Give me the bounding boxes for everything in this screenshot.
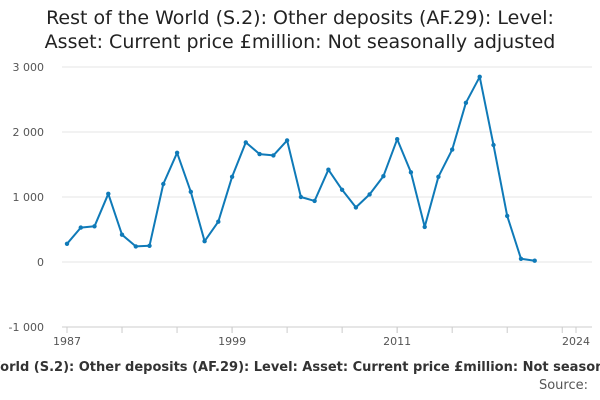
data-point[interactable] bbox=[161, 181, 166, 187]
data-point[interactable] bbox=[202, 239, 207, 244]
data-point[interactable] bbox=[532, 258, 537, 263]
data-point[interactable] bbox=[518, 256, 524, 261]
y-tick-label: 0 bbox=[37, 256, 44, 269]
y-tick-label: -1 000 bbox=[9, 321, 44, 334]
source-label: Source: bbox=[538, 378, 588, 393]
data-point[interactable] bbox=[463, 100, 469, 106]
chart-caption: Rest of the World (S.2): Other deposits … bbox=[0, 360, 600, 400]
data-point[interactable] bbox=[257, 151, 262, 157]
x-axis: 1987 1999 2011 2024 bbox=[53, 326, 592, 348]
data-point[interactable] bbox=[119, 232, 125, 237]
chart-title-line-1: Rest of the World (S.2): Other deposits … bbox=[46, 7, 554, 29]
data-point[interactable] bbox=[353, 205, 359, 210]
caption-text: Rest of the World (S.2): Other deposits … bbox=[0, 360, 600, 375]
data-point[interactable] bbox=[92, 224, 97, 229]
data-point[interactable] bbox=[491, 142, 496, 148]
data-point[interactable] bbox=[188, 189, 193, 194]
data-point[interactable] bbox=[450, 147, 455, 152]
data-point[interactable] bbox=[271, 153, 276, 158]
data-point[interactable] bbox=[367, 192, 372, 197]
y-tick-label: 1 000 bbox=[13, 191, 45, 204]
data-point[interactable] bbox=[133, 244, 138, 249]
data-point[interactable] bbox=[505, 213, 510, 219]
chart-title: Rest of the World (S.2): Other deposits … bbox=[0, 6, 600, 54]
data-point[interactable] bbox=[326, 167, 331, 172]
data-point[interactable] bbox=[174, 150, 180, 155]
x-tick-label: 2011 bbox=[383, 335, 411, 348]
data-point[interactable] bbox=[422, 224, 427, 230]
chart-title-line-2: Asset: Current price £million: Not seaso… bbox=[44, 31, 556, 53]
y-tick-label: 3 000 bbox=[13, 61, 45, 74]
data-point[interactable] bbox=[147, 243, 152, 248]
series-group bbox=[64, 74, 537, 263]
data-point[interactable] bbox=[408, 170, 414, 175]
data-point[interactable] bbox=[298, 194, 304, 200]
data-point[interactable] bbox=[381, 174, 386, 179]
data-point[interactable] bbox=[477, 74, 482, 80]
data-point[interactable] bbox=[216, 219, 221, 224]
y-axis: -1 000 0 1 000 2 000 3 000 bbox=[9, 61, 44, 334]
data-point[interactable] bbox=[229, 174, 235, 179]
x-tick-label: 2024 bbox=[562, 335, 590, 348]
data-point[interactable] bbox=[284, 138, 290, 143]
data-point[interactable] bbox=[64, 241, 70, 246]
data-point[interactable] bbox=[395, 137, 400, 142]
data-point[interactable] bbox=[243, 140, 248, 145]
x-tick-label: 1987 bbox=[53, 335, 81, 348]
data-point[interactable] bbox=[78, 225, 84, 230]
data-point[interactable] bbox=[312, 198, 317, 204]
data-point[interactable] bbox=[436, 174, 441, 179]
y-tick-label: 2 000 bbox=[13, 126, 45, 139]
data-point[interactable] bbox=[339, 187, 345, 192]
x-tick-label: 1999 bbox=[218, 335, 246, 348]
gridlines bbox=[62, 66, 592, 328]
data-point[interactable] bbox=[106, 191, 111, 196]
